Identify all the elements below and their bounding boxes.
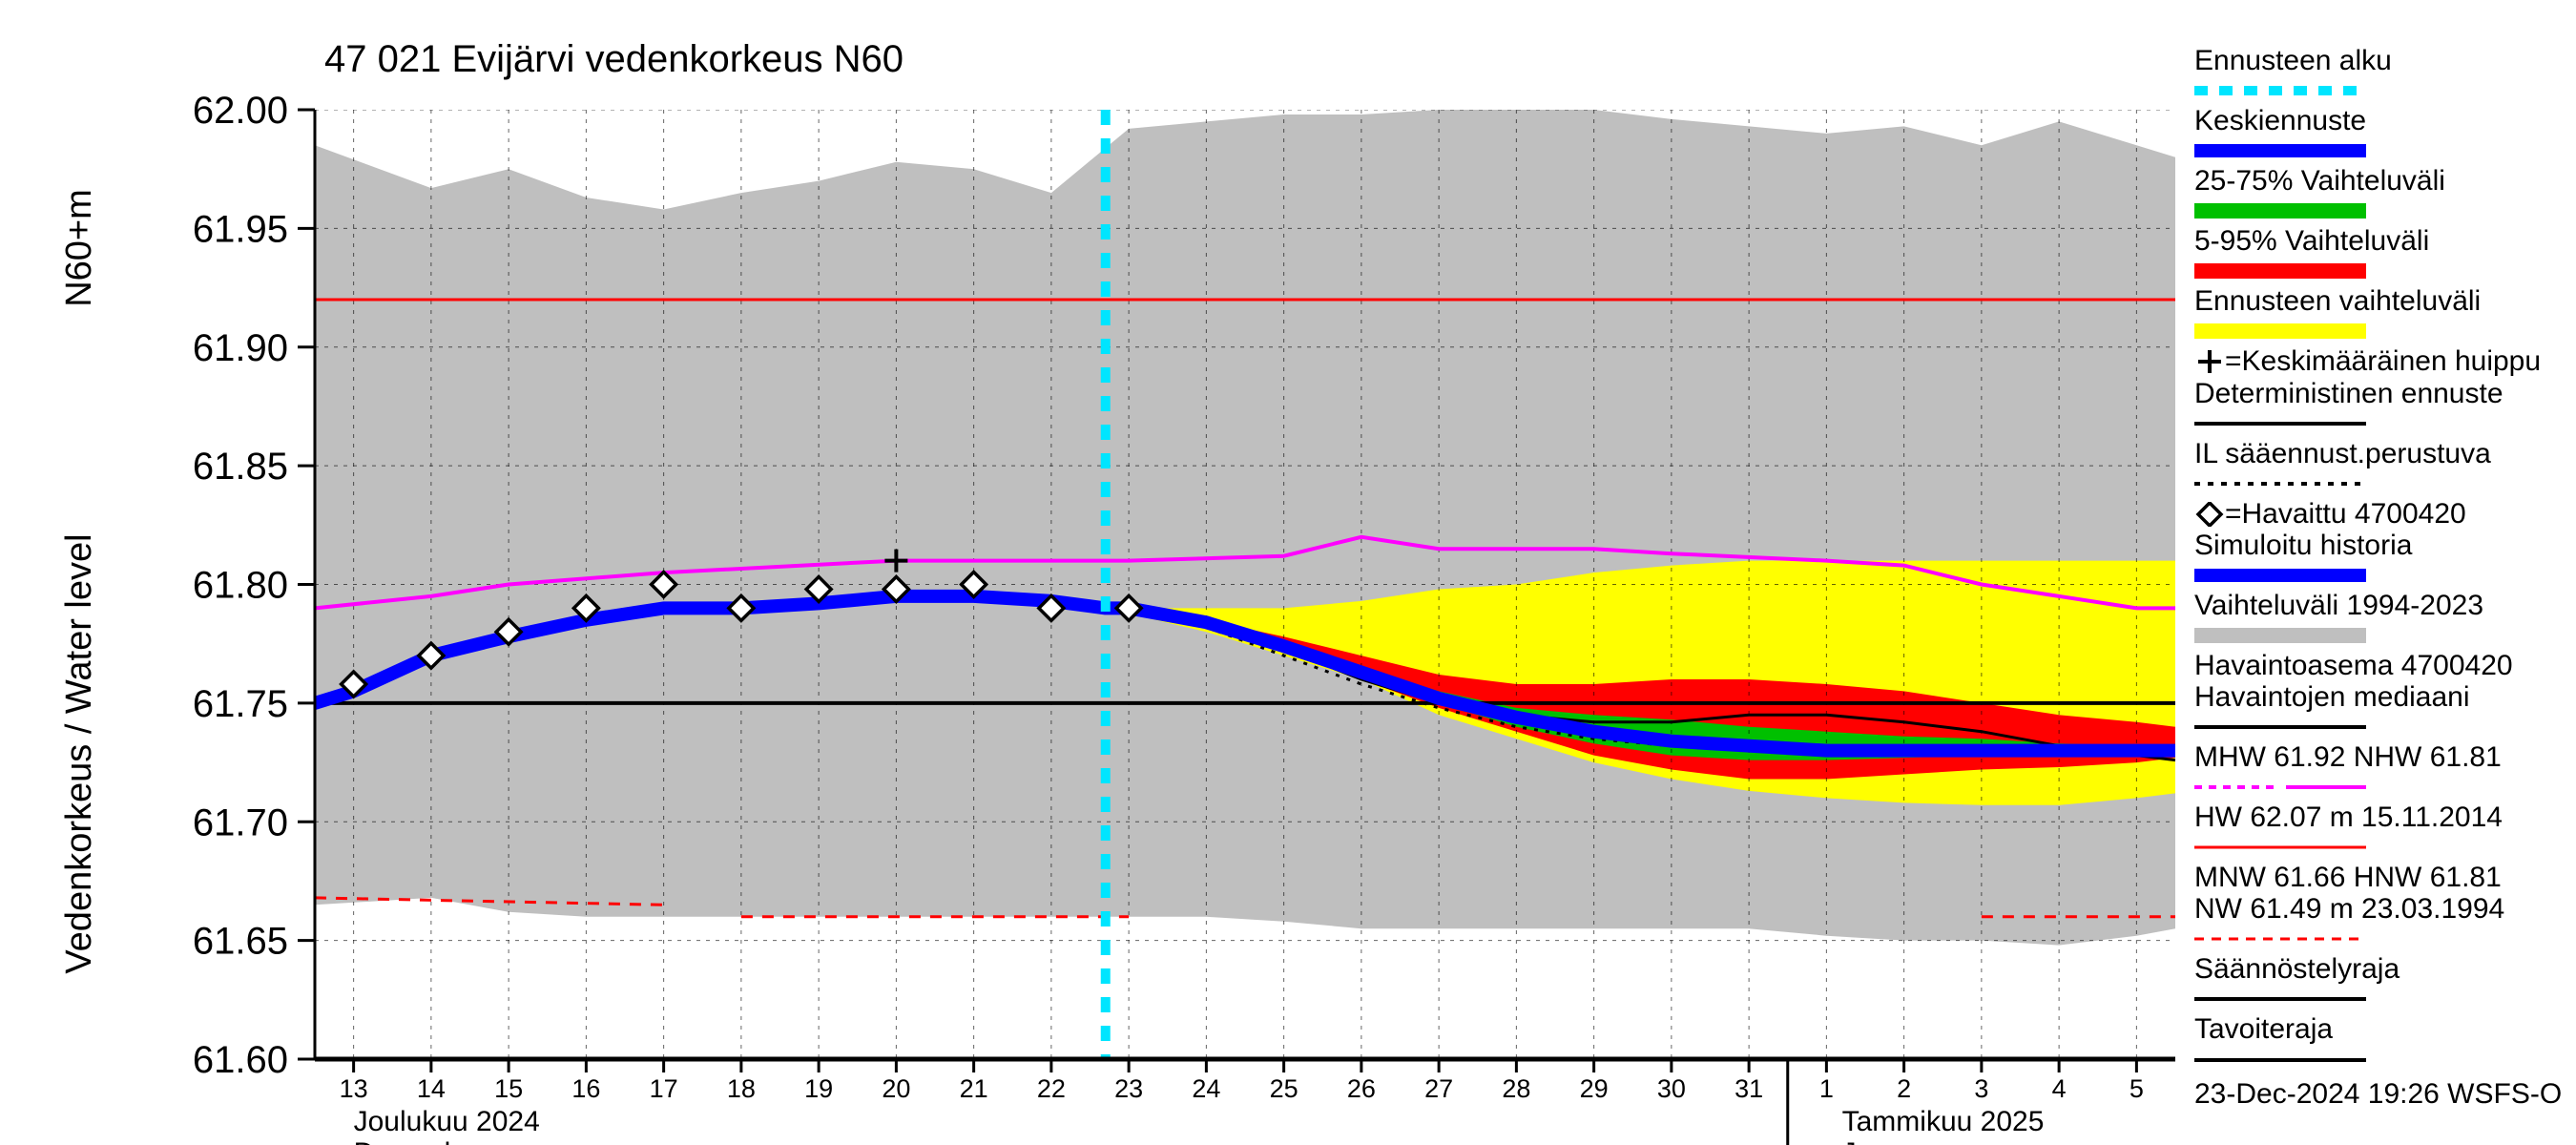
svg-text:14: 14 bbox=[417, 1074, 446, 1103]
svg-text:4: 4 bbox=[2052, 1074, 2067, 1103]
svg-text:47 021 Evijärvi vedenkorkeus N: 47 021 Evijärvi vedenkorkeus N60 bbox=[324, 38, 904, 80]
legend-label: IL sääennust.perustuva bbox=[2194, 440, 2491, 468]
svg-text:17: 17 bbox=[650, 1074, 678, 1103]
legend-item: Tavoiteraja bbox=[2194, 1014, 2576, 1072]
legend-item: 25-75% Vaihteluväli bbox=[2194, 166, 2576, 224]
svg-text:December: December bbox=[354, 1137, 486, 1145]
svg-text:26: 26 bbox=[1347, 1074, 1376, 1103]
legend-item: Deterministinen ennuste bbox=[2194, 378, 2576, 436]
svg-text:61.65: 61.65 bbox=[193, 921, 288, 963]
legend-label: Ennusteen alku bbox=[2194, 47, 2392, 75]
legend-item: Havaintojen mediaani bbox=[2194, 682, 2576, 740]
svg-text:19: 19 bbox=[804, 1074, 833, 1103]
svg-text:25: 25 bbox=[1270, 1074, 1298, 1103]
svg-text:27: 27 bbox=[1424, 1074, 1453, 1103]
svg-text:30: 30 bbox=[1657, 1074, 1686, 1103]
svg-text:18: 18 bbox=[727, 1074, 756, 1103]
legend-label: Säännöstelyraja bbox=[2194, 955, 2399, 984]
legend-item: Säännöstelyraja bbox=[2194, 954, 2576, 1012]
svg-text:Tammikuu 2025: Tammikuu 2025 bbox=[1842, 1106, 2045, 1137]
svg-text:5: 5 bbox=[2129, 1074, 2144, 1103]
legend-label: Havaintojen mediaani bbox=[2194, 683, 2470, 712]
legend-label: 25-75% Vaihteluväli bbox=[2194, 167, 2445, 196]
legend-item: =Havaittu 4700420 bbox=[2194, 499, 2576, 529]
svg-text:20: 20 bbox=[882, 1074, 910, 1103]
legend-item: 5-95% Vaihteluväli bbox=[2194, 226, 2576, 284]
timestamp: 23-Dec-2024 19:26 WSFS-O bbox=[2194, 1078, 2562, 1111]
legend-label: MHW 61.92 NHW 61.81 bbox=[2194, 743, 2502, 772]
svg-text:January: January bbox=[1842, 1137, 1944, 1145]
legend-label: NW 61.49 m 23.03.1994 bbox=[2194, 895, 2504, 924]
svg-text:23: 23 bbox=[1114, 1074, 1143, 1103]
svg-text:Joulukuu 2024: Joulukuu 2024 bbox=[354, 1106, 540, 1137]
legend-item: Vaihteluväli 1994-2023 bbox=[2194, 591, 2576, 649]
svg-text:N60+m: N60+m bbox=[59, 189, 99, 307]
svg-text:61.85: 61.85 bbox=[193, 446, 288, 488]
legend-label: Simuloitu historia bbox=[2194, 531, 2412, 560]
svg-text:24: 24 bbox=[1192, 1074, 1220, 1103]
svg-text:62.00: 62.00 bbox=[193, 90, 288, 132]
svg-text:28: 28 bbox=[1502, 1074, 1530, 1103]
legend-label: =Keskimääräinen huippu bbox=[2225, 347, 2541, 376]
svg-text:61.90: 61.90 bbox=[193, 327, 288, 369]
svg-text:Vedenkorkeus / Water level: Vedenkorkeus / Water level bbox=[59, 533, 99, 973]
legend: Ennusteen alku Keskiennuste 25-75% Vaihtel… bbox=[2194, 46, 2576, 1074]
legend-item: Ennusteen vaihteluväli bbox=[2194, 286, 2576, 344]
legend-label: Vaihteluväli 1994-2023 bbox=[2194, 592, 2483, 620]
legend-item: Simuloitu historia bbox=[2194, 531, 2576, 589]
legend-label: =Havaittu 4700420 bbox=[2225, 500, 2466, 529]
legend-item: Keskiennuste bbox=[2194, 106, 2576, 164]
root: 61.60 61.65 61.70 61.75 61.80 61.85 61.90 61.95… bbox=[0, 0, 2576, 1145]
legend-label: Tavoiteraja bbox=[2194, 1015, 2333, 1044]
svg-text:1: 1 bbox=[1819, 1074, 1834, 1103]
legend-item: =Keskimääräinen huippu bbox=[2194, 346, 2576, 376]
legend-label: Deterministinen ennuste bbox=[2194, 380, 2503, 408]
svg-text:3: 3 bbox=[1974, 1074, 1988, 1103]
legend-item: IL sääennust.perustuva bbox=[2194, 439, 2576, 497]
svg-text:16: 16 bbox=[571, 1074, 600, 1103]
legend-label: Keskiennuste bbox=[2194, 107, 2366, 135]
legend-item: MHW 61.92 NHW 61.81 bbox=[2194, 742, 2576, 801]
legend-item: HW 62.07 m 15.11.2014 bbox=[2194, 802, 2576, 861]
legend-item: Ennusteen alku bbox=[2194, 46, 2576, 104]
svg-text:61.95: 61.95 bbox=[193, 208, 288, 250]
svg-text:22: 22 bbox=[1037, 1074, 1066, 1103]
svg-text:21: 21 bbox=[960, 1074, 988, 1103]
svg-text:13: 13 bbox=[340, 1074, 368, 1103]
svg-text:29: 29 bbox=[1580, 1074, 1609, 1103]
legend-item: NW 61.49 m 23.03.1994 bbox=[2194, 894, 2576, 952]
svg-text:61.70: 61.70 bbox=[193, 802, 288, 843]
legend-label: HW 62.07 m 15.11.2014 bbox=[2194, 803, 2503, 832]
svg-text:15: 15 bbox=[494, 1074, 523, 1103]
svg-text:61.75: 61.75 bbox=[193, 683, 288, 725]
svg-text:61.60: 61.60 bbox=[193, 1039, 288, 1081]
legend-item: Havaintoasema 4700420 bbox=[2194, 651, 2576, 680]
legend-item: MNW 61.66 HNW 61.81 bbox=[2194, 863, 2576, 892]
legend-label: Ennusteen vaihteluväli bbox=[2194, 287, 2481, 316]
legend-label: 5-95% Vaihteluväli bbox=[2194, 227, 2429, 256]
water-level-chart: 61.60 61.65 61.70 61.75 61.80 61.85 61.90 61.95… bbox=[0, 0, 2576, 1145]
svg-text:31: 31 bbox=[1735, 1074, 1763, 1103]
legend-label: Havaintoasema 4700420 bbox=[2194, 652, 2513, 680]
svg-text:2: 2 bbox=[1897, 1074, 1911, 1103]
svg-text:61.80: 61.80 bbox=[193, 565, 288, 607]
legend-label: MNW 61.66 HNW 61.81 bbox=[2194, 864, 2502, 892]
